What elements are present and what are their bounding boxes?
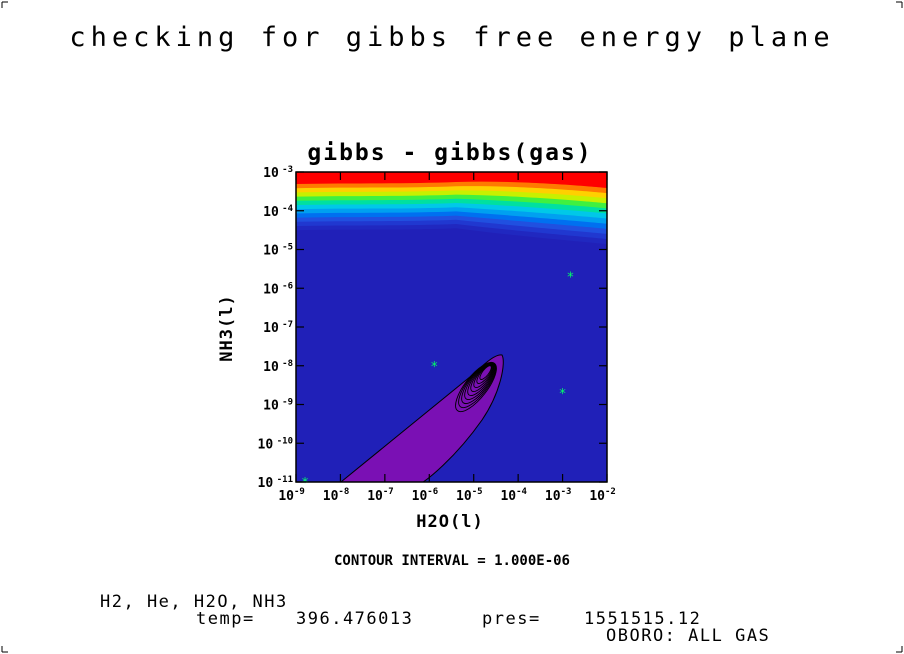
- x-axis-label: H2O(l): [416, 512, 483, 532]
- y-tick-exponent: -7: [282, 320, 293, 330]
- contour-line: [461, 362, 496, 405]
- y-tick-exponent: -10: [277, 436, 293, 446]
- pres-value: 1551515.12: [584, 609, 701, 629]
- y-tick-exponent: -4: [282, 204, 293, 214]
- y-tick-label: 10: [263, 321, 279, 336]
- y-tick-label: 10: [258, 437, 274, 452]
- contour-line: [479, 365, 492, 380]
- temp-label: temp=: [196, 609, 255, 629]
- data-marker: *: [566, 271, 574, 286]
- contour-line: [470, 364, 494, 392]
- x-tick-exponent: -5: [472, 487, 483, 497]
- x-tick-exponent: -7: [383, 487, 394, 497]
- x-tick-exponent: -4: [516, 487, 527, 497]
- heatmap-plot-area: [296, 172, 607, 482]
- page-title: checking for gibbs free energy plane: [69, 22, 834, 53]
- x-tick-label: 10: [456, 489, 472, 504]
- y-tick-exponent: -5: [282, 243, 293, 253]
- y-tick-exponent: -11: [277, 475, 293, 485]
- marker-layer: * * * *: [301, 271, 574, 491]
- y-tick-label: 10: [263, 360, 279, 375]
- x-tick-label: 10: [367, 489, 383, 504]
- status-line: OBORO: ALL GAS: [606, 626, 770, 646]
- contour-line: [467, 363, 495, 396]
- x-tick-label: 10: [412, 489, 428, 504]
- x-tick-exponent: -9: [294, 487, 305, 497]
- x-tick-exponent: -8: [338, 487, 349, 497]
- contour-line: [464, 363, 495, 401]
- data-marker: *: [430, 360, 438, 375]
- y-tick-label: 10: [258, 476, 274, 491]
- temp-value: 396.476013: [296, 609, 413, 629]
- y-tick-exponent: -6: [282, 281, 293, 291]
- x-tick-label: 10: [589, 489, 605, 504]
- y-tick-exponent: -8: [282, 359, 293, 369]
- chart-title: gibbs - gibbs(gas): [307, 140, 592, 166]
- contour-line: [455, 361, 497, 413]
- x-tick-label: 10: [500, 489, 516, 504]
- x-axis-ticks: 10 -9 10 -8 10 -7 10 -6 10 -5 10 -4 10 -3 10 -2: [278, 172, 616, 504]
- x-tick-label: 10: [545, 489, 561, 504]
- pres-label: pres=: [482, 609, 541, 629]
- species-line: H2, He, H2O, NH3: [100, 592, 288, 612]
- contour-line: [476, 364, 493, 384]
- data-marker: *: [559, 387, 567, 402]
- y-tick-label: 10: [263, 399, 279, 414]
- data-marker: *: [301, 476, 309, 491]
- contour-line: [458, 362, 497, 409]
- x-tick-label: 10: [278, 489, 294, 504]
- x-tick-exponent: -3: [561, 487, 572, 497]
- y-axis-label: NH3(l): [217, 294, 237, 361]
- y-tick-label: 10: [263, 166, 279, 181]
- contour-interval-text: CONTOUR INTERVAL = 1.000E-06: [334, 553, 570, 569]
- y-tick-exponent: -3: [282, 165, 293, 175]
- x-tick-label: 10: [323, 489, 339, 504]
- y-tick-exponent: -9: [282, 398, 293, 408]
- contour-line: [473, 364, 494, 388]
- y-tick-label: 10: [263, 244, 279, 259]
- y-tick-label: 10: [263, 282, 279, 297]
- x-tick-exponent: -2: [605, 487, 616, 497]
- y-tick-label: 10: [263, 205, 279, 220]
- x-tick-exponent: -6: [427, 487, 438, 497]
